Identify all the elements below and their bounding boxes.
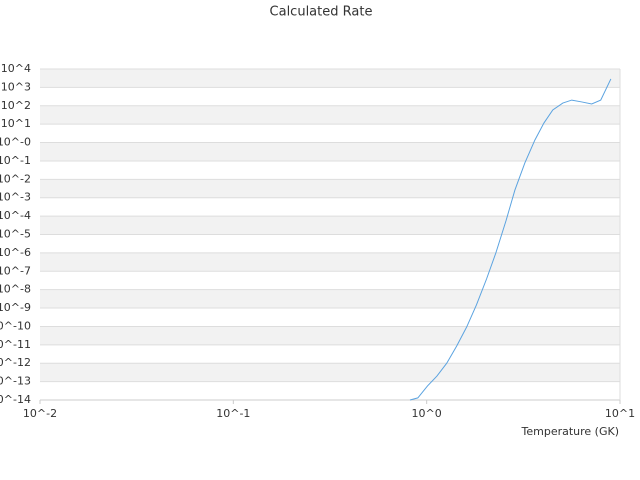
grid-band: [40, 105, 620, 125]
grid-band: [40, 69, 620, 88]
grid-band: [40, 252, 620, 272]
grid-band: [40, 363, 620, 382]
x-tick-label: 10^-2: [23, 407, 57, 420]
y-tick-label: 10^-5: [0, 228, 31, 241]
y-tick-label: 10^-13: [0, 375, 31, 388]
y-tick-label: 10^1: [1, 117, 31, 130]
y-tick-label: 10^-0: [0, 136, 31, 149]
x-tick-label: 10^-1: [216, 407, 250, 420]
x-tick-label: 10^0: [412, 407, 442, 420]
y-tick-label: 10^2: [1, 99, 31, 112]
grid-band: [40, 179, 620, 198]
y-tick-label: 10^-7: [0, 264, 31, 277]
y-tick-label: 10^-4: [0, 209, 31, 222]
y-tick-label: 10^-1: [0, 154, 31, 167]
y-tick-label: 10^-14: [0, 393, 31, 406]
data-line: [409, 78, 612, 401]
chart-title: Calculated Rate: [270, 5, 373, 20]
grid-band: [40, 216, 620, 235]
grid-band: [40, 142, 620, 161]
grid-band: [40, 326, 620, 345]
x-tick-label: 10^1: [605, 407, 635, 420]
y-tick-label: 10^-10: [0, 319, 31, 332]
y-tick-label: 10^-3: [0, 191, 31, 204]
y-tick-label: 10^-12: [0, 356, 31, 369]
x-axis-label: Temperature (GK): [521, 425, 620, 438]
y-tick-label: 10^-6: [0, 246, 31, 259]
y-tick-label: 10^-9: [0, 301, 31, 314]
y-tick-label: 10^-11: [0, 338, 31, 351]
y-tick-label: 10^-2: [0, 172, 31, 185]
y-tick-label: 10^-8: [0, 283, 31, 296]
y-tick-label: 10^3: [1, 80, 31, 93]
grid-band: [40, 289, 620, 309]
y-tick-label: 10^4: [1, 62, 31, 75]
